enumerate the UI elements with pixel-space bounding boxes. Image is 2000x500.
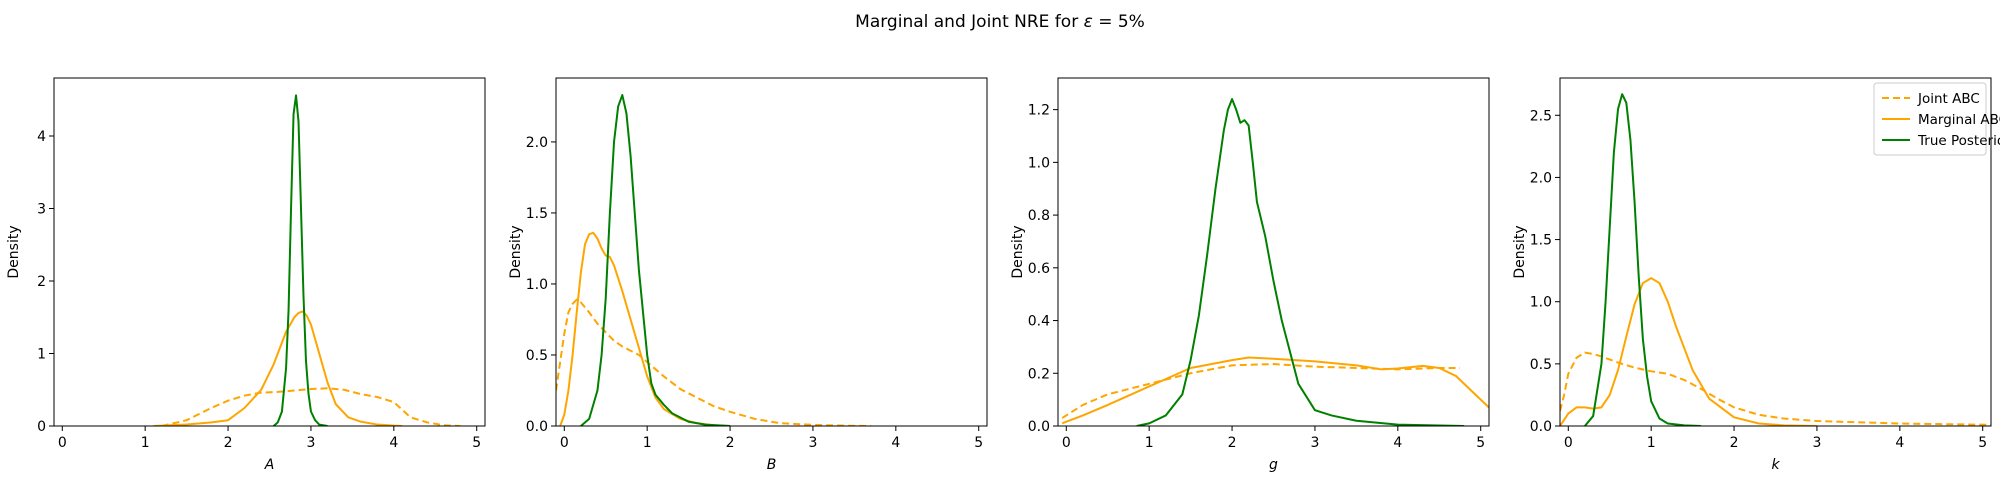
x-tick-label: 3 [808, 435, 817, 451]
y-tick-label: 0.5 [1530, 357, 1552, 373]
y-tick-label: 0 [37, 419, 46, 435]
x-tick-label: 0 [1564, 435, 1573, 451]
true-posterior-line [1584, 93, 1701, 426]
x-axis-label: B [767, 457, 777, 473]
true-posterior-line [580, 94, 731, 426]
title-tail: = 5% [1093, 12, 1145, 32]
y-tick-label: 1 [37, 347, 46, 363]
legend-label-marginal-abc: Marginal ABC [1918, 112, 2000, 128]
y-axis-label: Density [508, 225, 524, 278]
figure-title: Marginal and Joint NRE for ε = 5% [855, 12, 1145, 32]
joint-abc-line [1560, 351, 1991, 426]
y-tick-label: 0.5 [526, 348, 548, 364]
y-tick-label: 0.8 [1028, 208, 1050, 224]
y-axis-label: Density [6, 225, 22, 278]
x-tick-label: 5 [974, 435, 983, 451]
plot-area [556, 94, 871, 426]
x-tick-label: 2 [1228, 435, 1237, 451]
y-tick-label: 0.0 [1028, 419, 1050, 435]
panel-2: 0 1 2 3 4 5 0.0 0.5 1.0 1.5 2.0 B Density [508, 77, 988, 473]
marginal-abc-line [153, 310, 403, 426]
y-tick-label: 1.5 [1530, 233, 1552, 249]
x-tick-label: 5 [1476, 435, 1485, 451]
plot-area [1560, 93, 1991, 426]
marginal-abc-line [1061, 356, 1489, 425]
y-tick-label: 3 [37, 202, 46, 218]
legend: Joint ABC Marginal ABC True Posterior [1873, 82, 2000, 156]
panel-3: 0 1 2 3 4 5 0.0 0.2 0.4 0.6 0.8 1.0 1.2 g Density [1010, 77, 1490, 473]
x-tick-label: 3 [1310, 435, 1319, 451]
marginal-abc-line [1560, 277, 1817, 426]
y-tick-label: 2 [37, 274, 46, 290]
x-axis-label: k [1771, 457, 1780, 473]
joint-abc-line [161, 387, 461, 426]
true-posterior-line [272, 94, 328, 426]
axes-frame [555, 77, 988, 427]
x-tick-label: 0 [560, 435, 569, 451]
legend-label-true-posterior: True Posterior [1917, 133, 2000, 149]
x-tick-label: 5 [1978, 435, 1987, 451]
joint-abc-line [556, 298, 871, 426]
y-tick-label: 2.0 [526, 135, 548, 151]
title-main: Marginal and Joint NRE for [855, 12, 1083, 32]
axes-frame [1559, 77, 1992, 427]
joint-abc-line [1061, 363, 1460, 419]
x-axis-label: A [264, 457, 275, 473]
panels: 0 1 2 3 4 5 0 1 2 3 4 A Density 0 1 2 3 4 5 0.0 0.5 1.0 1.5 2.0… [6, 77, 1992, 473]
y-tick-label: 1.0 [526, 277, 548, 293]
y-tick-label: 0.4 [1028, 314, 1050, 330]
title-epsilon: ε [1084, 12, 1093, 32]
panel-4: 0 1 2 3 4 5 0.0 0.5 1.0 1.5 2.0 2.5 k Density [1512, 77, 1992, 473]
x-tick-label: 0 [58, 435, 67, 451]
axes-frame [1057, 77, 1490, 427]
y-axis-label: Density [1512, 225, 1528, 278]
x-tick-label: 4 [1895, 435, 1904, 451]
x-tick-label: 4 [1393, 435, 1402, 451]
y-tick-label: 2.5 [1530, 108, 1552, 124]
x-tick-label: 5 [472, 435, 481, 451]
x-tick-label: 2 [224, 435, 233, 451]
legend-label-joint-abc: Joint ABC [1917, 91, 1980, 107]
x-axis-label: g [1269, 457, 1278, 473]
x-tick-label: 2 [1730, 435, 1739, 451]
legend-box [1873, 82, 1987, 156]
x-tick-label: 3 [1812, 435, 1821, 451]
x-tick-label: 1 [643, 435, 652, 451]
x-tick-label: 4 [891, 435, 900, 451]
y-tick-label: 1.0 [1530, 295, 1552, 311]
y-tick-label: 0.0 [526, 419, 548, 435]
y-tick-label: 1.0 [1028, 155, 1050, 171]
y-tick-label: 0.2 [1028, 366, 1050, 382]
x-tick-label: 1 [1647, 435, 1656, 451]
true-posterior-line [1136, 98, 1465, 426]
y-tick-label: 2.0 [1530, 170, 1552, 186]
x-tick-label: 0 [1062, 435, 1071, 451]
x-tick-label: 2 [726, 435, 735, 451]
x-tick-label: 4 [389, 435, 398, 451]
y-axis-label: Density [1010, 225, 1026, 278]
plot-area [153, 94, 461, 426]
y-tick-label: 1.5 [526, 206, 548, 222]
x-tick-label: 1 [1145, 435, 1154, 451]
axes-frame [53, 77, 486, 427]
plot-area [1061, 98, 1489, 426]
y-tick-label: 0.0 [1530, 419, 1552, 435]
y-tick-label: 1.2 [1028, 103, 1050, 119]
y-tick-label: 4 [37, 129, 46, 145]
panel-1: 0 1 2 3 4 5 0 1 2 3 4 A Density [6, 77, 486, 473]
y-tick-label: 0.6 [1028, 261, 1050, 277]
x-tick-label: 1 [141, 435, 150, 451]
x-tick-label: 3 [306, 435, 315, 451]
